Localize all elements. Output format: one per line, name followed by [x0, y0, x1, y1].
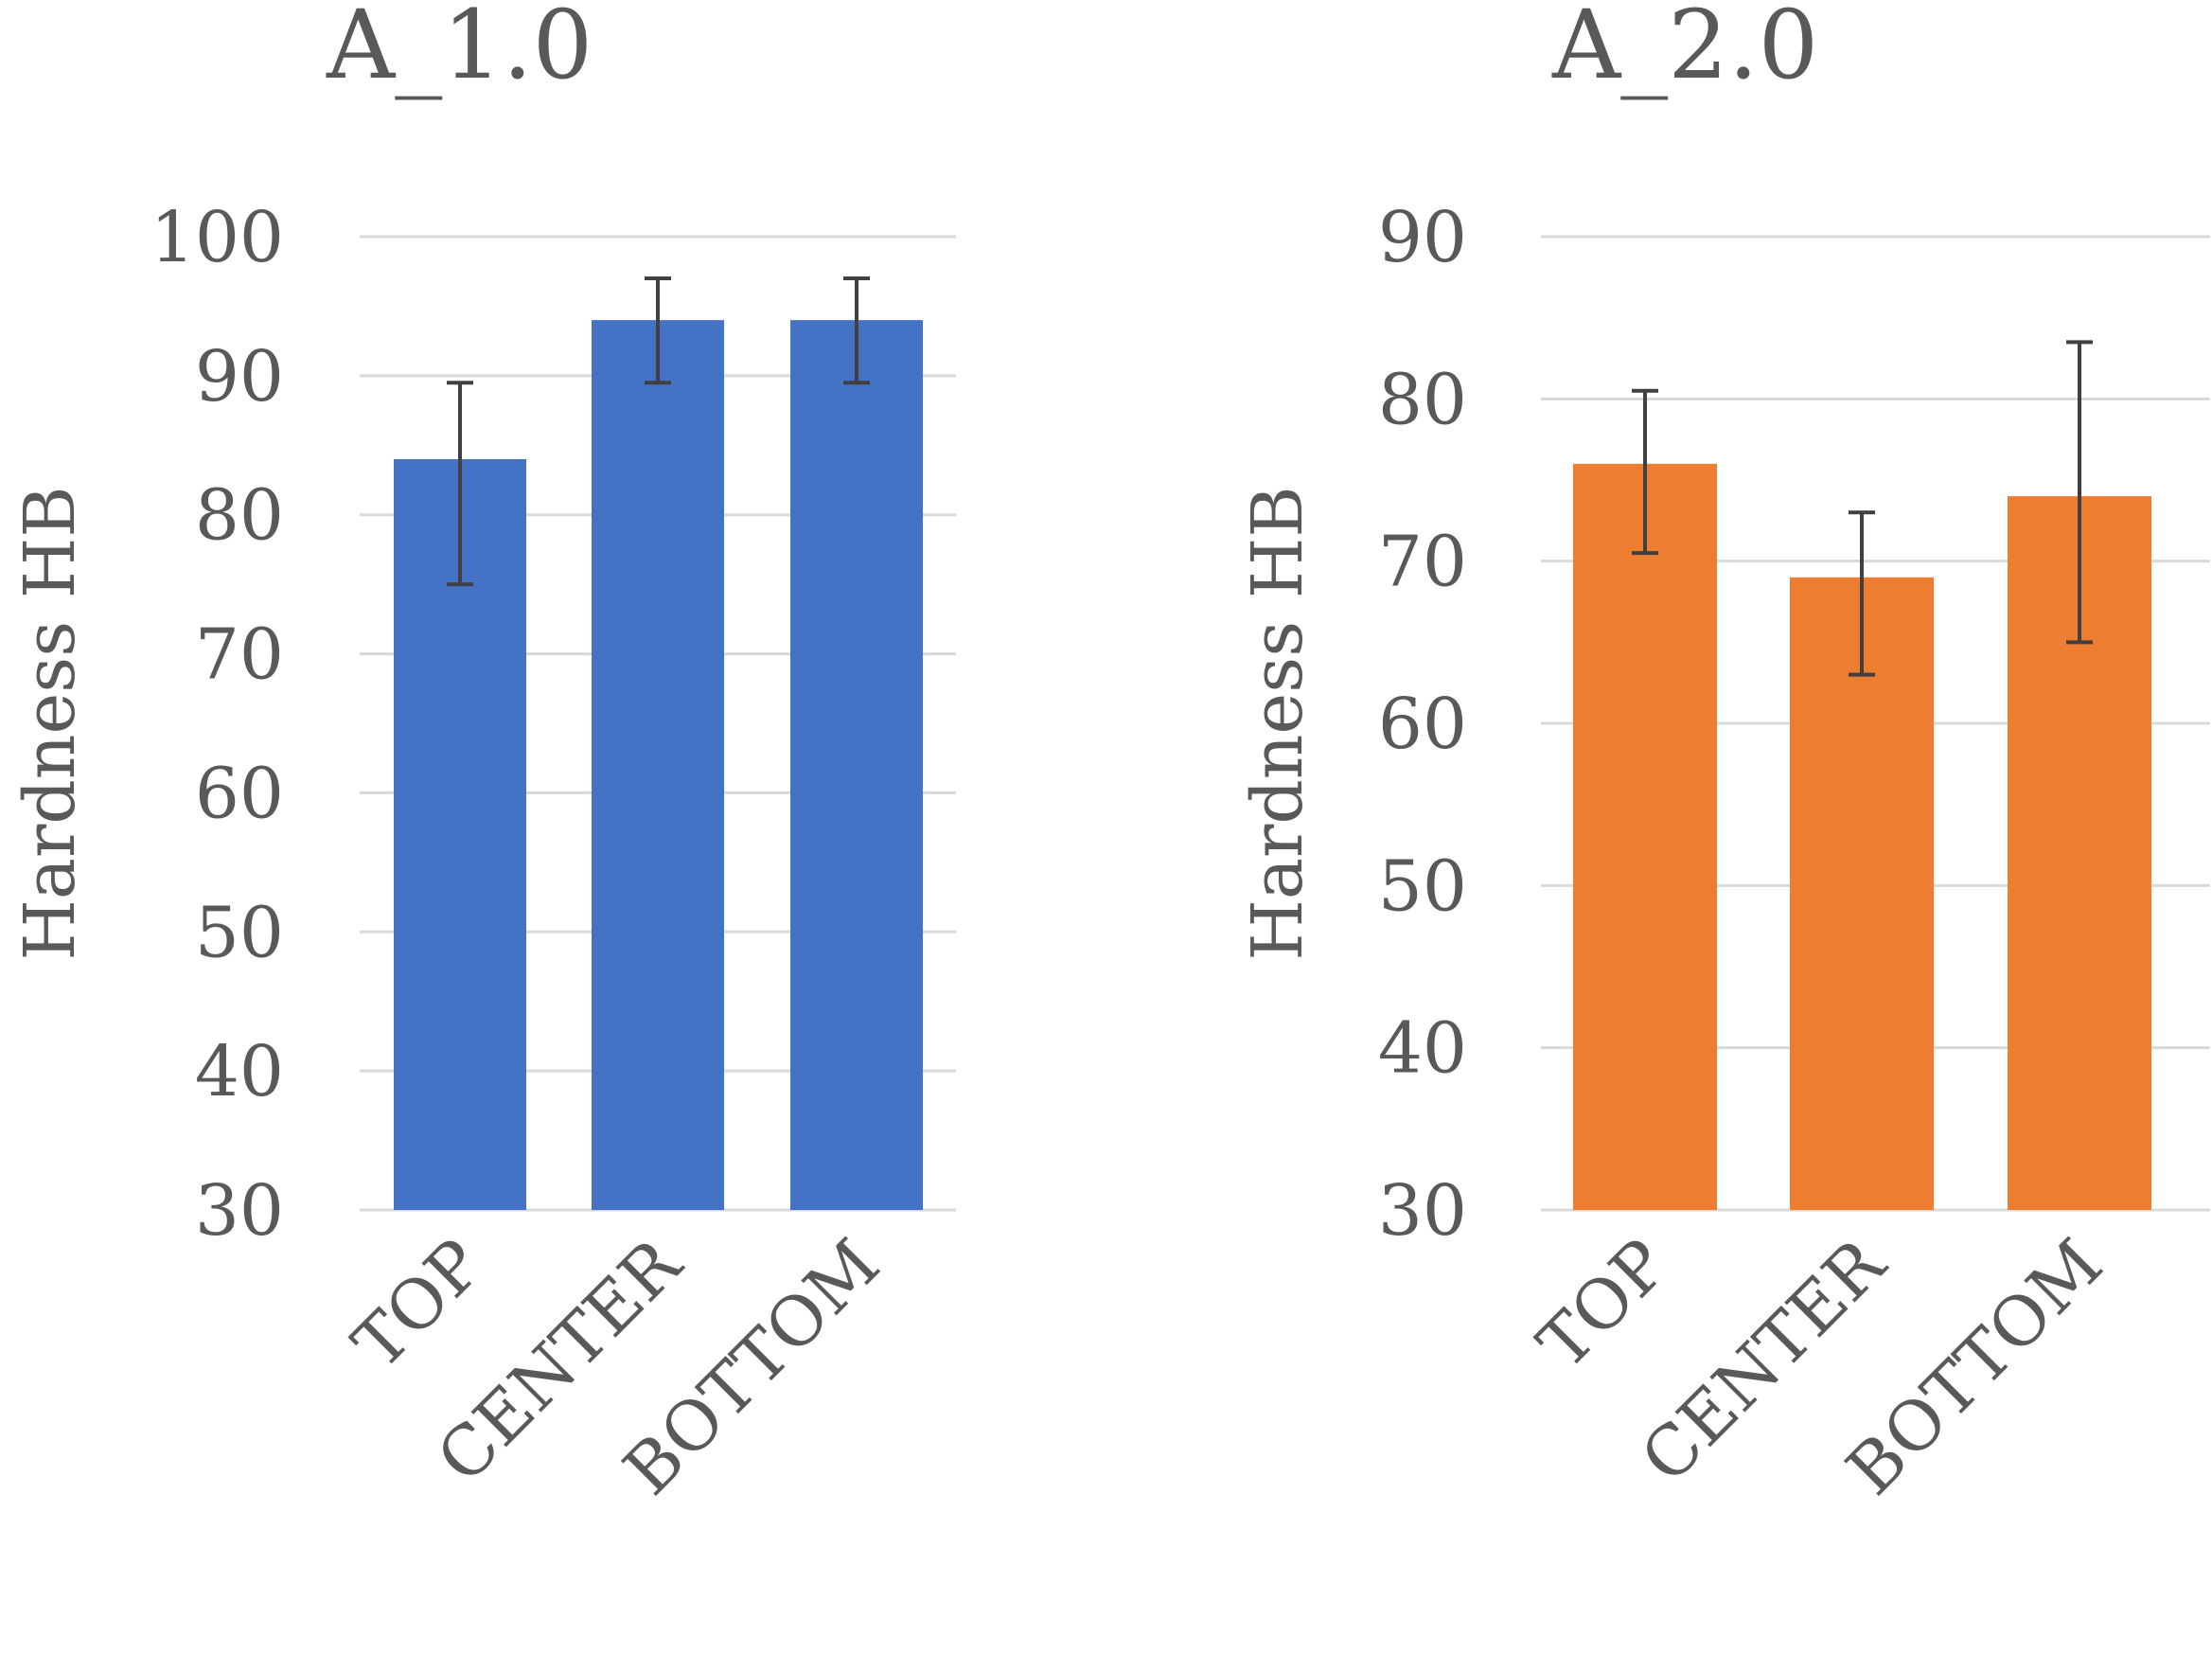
- x-tick-label: TOP: [338, 1224, 498, 1384]
- y-axis-label: Hardness HB: [1237, 486, 1318, 960]
- bar-center: [1790, 577, 1934, 1210]
- x-tick-label: TOP: [1523, 1224, 1683, 1384]
- y-tick-label: 100: [150, 197, 284, 278]
- y-tick-label: 60: [1378, 684, 1467, 765]
- y-tick-label: 30: [1378, 1170, 1467, 1252]
- y-tick-label: 80: [1378, 359, 1467, 440]
- y-tick-label: 40: [195, 1031, 284, 1112]
- y-tick-label: 90: [1378, 197, 1467, 278]
- y-tick-label: 70: [195, 614, 284, 696]
- bar-top: [1573, 463, 1717, 1210]
- y-tick-label: 90: [195, 336, 284, 418]
- y-tick-label: 50: [195, 892, 284, 973]
- y-tick-label: 80: [195, 475, 284, 557]
- chart-title: A_2.0: [1551, 0, 1818, 100]
- bar-center: [592, 320, 724, 1211]
- chart-title: A_1.0: [326, 0, 593, 100]
- y-tick-label: 50: [1378, 845, 1467, 927]
- y-tick-label: 70: [1378, 522, 1467, 603]
- y-tick-label: 30: [195, 1170, 284, 1252]
- y-axis-label: Hardness HB: [9, 486, 91, 960]
- bar-bottom: [790, 320, 923, 1211]
- y-tick-label: 60: [195, 753, 284, 834]
- y-tick-label: 40: [1378, 1008, 1467, 1090]
